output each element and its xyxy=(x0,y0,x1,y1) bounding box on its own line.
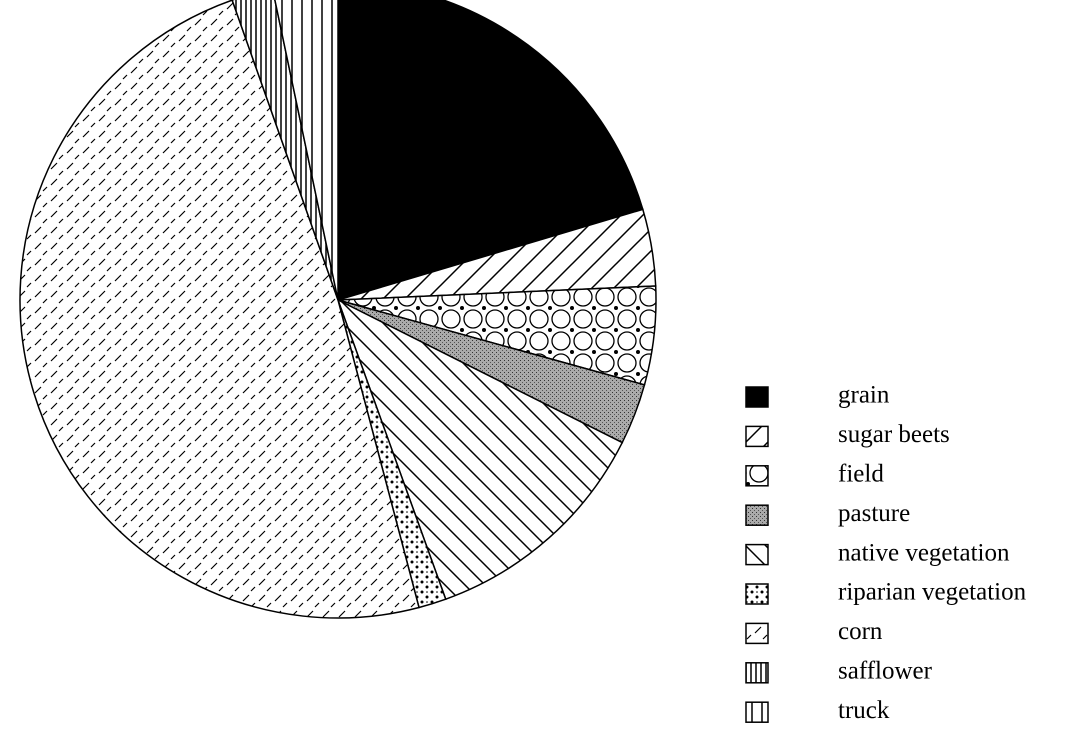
legend-label: safflower xyxy=(838,658,933,685)
legend-swatch xyxy=(745,701,769,723)
pie-slice xyxy=(231,0,339,301)
legend-label: truck xyxy=(838,697,890,724)
legend-label: riparian vegetation xyxy=(838,579,1027,606)
legend-swatch xyxy=(745,583,769,605)
legend-label: grain xyxy=(838,382,890,409)
legend-swatch xyxy=(745,504,769,526)
legend-swatch xyxy=(745,386,769,408)
legend-label: pasture xyxy=(838,500,910,527)
legend-label: sugar beets xyxy=(838,421,950,448)
legend-swatch xyxy=(745,465,769,487)
legend-swatch xyxy=(745,662,769,684)
legend-swatch xyxy=(745,622,769,645)
legend-label: native vegetation xyxy=(838,539,1010,566)
legend-swatch xyxy=(745,425,769,448)
legend-label: field xyxy=(838,461,884,488)
pie-slice xyxy=(274,0,339,301)
pie-slice xyxy=(19,0,420,619)
pie-slice xyxy=(337,0,644,302)
pie-slice xyxy=(336,298,624,601)
legend-swatch xyxy=(745,543,769,566)
legend-label: corn xyxy=(838,618,883,645)
